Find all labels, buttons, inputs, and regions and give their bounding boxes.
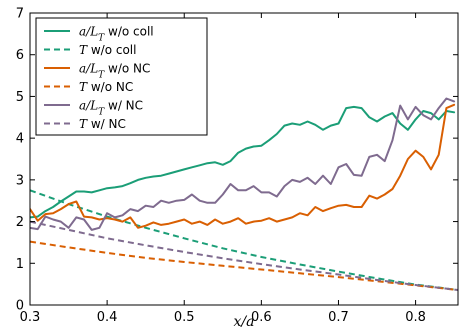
axes-frame — [29, 12, 459, 306]
y-tick-label: 7 — [16, 7, 24, 22]
series-line-1 — [30, 105, 456, 219]
legend-label: a/LT w/o coll — [79, 25, 154, 44]
y-tick-label: 6 — [16, 48, 24, 63]
x-axis-label: x/a — [234, 314, 255, 330]
legend-label: a/LT w/o NC — [79, 62, 150, 81]
legend-label: a/LT w/ NC — [79, 99, 143, 118]
x-tick-label: 0.8 — [405, 310, 426, 325]
series-line-4 — [30, 240, 458, 291]
y-tick-label: 1 — [16, 257, 24, 272]
x-tick-label: 0.5 — [174, 310, 195, 325]
y-tick-label: 4 — [16, 132, 24, 147]
legend-label: T w/ NC — [79, 117, 126, 131]
y-tick-label: 2 — [16, 215, 24, 230]
legend-label: T w/o coll — [79, 43, 136, 57]
x-tick-label: 0.6 — [251, 310, 272, 325]
legend-label: T w/o NC — [79, 80, 133, 94]
ticks-layer: 0.3 0.4 0.5 0.6 0.7 0.8 0 1 2 3 4 5 6 7 — [16, 7, 458, 325]
x-tick-label: 0.4 — [97, 310, 118, 325]
series-line-5 — [30, 97, 456, 231]
series-line-6 — [30, 220, 458, 291]
series-layer — [30, 97, 458, 291]
series-line-2 — [30, 189, 458, 291]
legend-box — [35, 17, 208, 136]
y-tick-label: 5 — [16, 90, 24, 105]
y-tick-label: 3 — [16, 173, 24, 188]
series-line-3 — [30, 103, 456, 229]
x-tick-label: 0.3 — [20, 310, 41, 325]
y-tick-label: 0 — [16, 299, 24, 314]
x-tick-label: 0.7 — [328, 310, 349, 325]
